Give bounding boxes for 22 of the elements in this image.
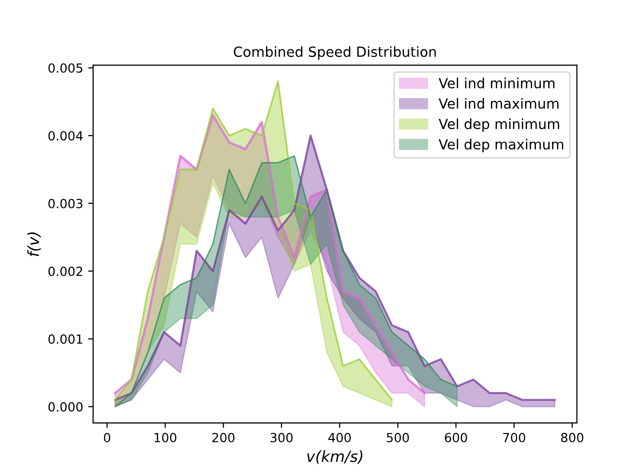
y-tick-label: 0.003 <box>48 198 82 208</box>
x-tick-label: 300 <box>270 432 293 442</box>
y-tick-label: 0.005 <box>48 63 82 73</box>
legend-label: Vel dep maximum <box>438 138 564 152</box>
y-axis-title: f(v) <box>27 232 41 256</box>
x-axis-title: v(km/s) <box>307 450 362 464</box>
x-tick-label: 100 <box>154 432 176 442</box>
chart-title: Combined Speed Distribution <box>234 46 436 60</box>
y-tick-label: 0.001 <box>48 334 82 344</box>
y-tick-label: 0.000 <box>48 402 83 412</box>
x-tick-label: 700 <box>503 432 526 442</box>
legend-label: Vel ind minimum <box>438 78 554 88</box>
y-tick-label: 0.004 <box>48 131 83 141</box>
x-tick-label: 600 <box>444 432 468 442</box>
x-tick-label: 800 <box>561 432 584 442</box>
y-tick-label: 0.002 <box>48 266 82 276</box>
x-tick-label: 400 <box>328 432 351 442</box>
legend-label: Vel ind maximum <box>438 98 558 109</box>
x-tick-label: 500 <box>386 432 409 442</box>
x-tick-label: 200 <box>212 432 234 442</box>
legend-label: Vel dep minimum <box>438 118 560 132</box>
x-tick-label: 0 <box>104 432 110 442</box>
